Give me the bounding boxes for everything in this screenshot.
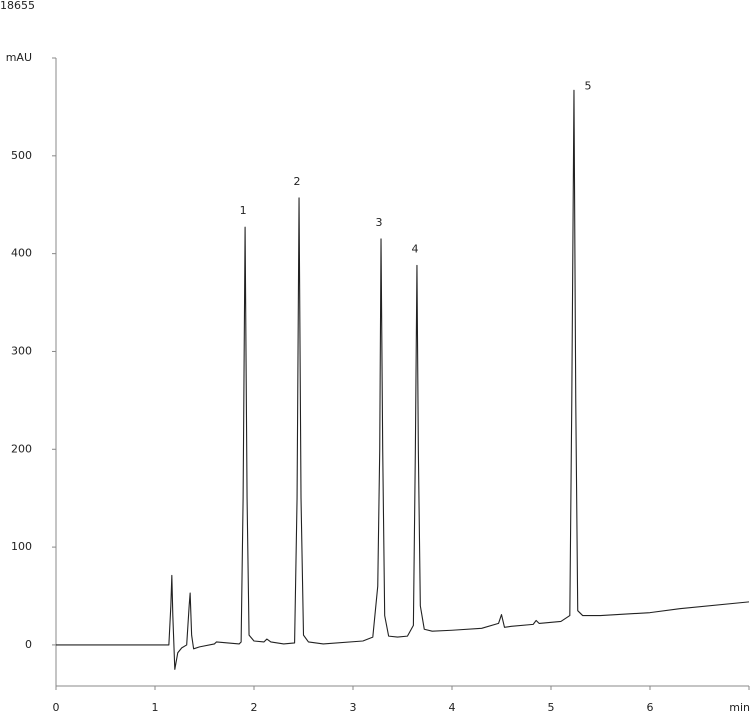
- peak-label: 4: [411, 242, 418, 255]
- y-tick-label: 500: [11, 149, 32, 162]
- chart-title: 18655: [0, 0, 35, 12]
- x-tick-label: 1: [152, 701, 159, 713]
- y-tick-label: 300: [11, 344, 32, 357]
- x-tick-label: 0: [53, 701, 60, 713]
- y-tick-label: 400: [11, 247, 32, 260]
- y-tick-label: mAU: [6, 51, 32, 64]
- peak-label: 1: [240, 204, 247, 217]
- x-tick-label: 6: [647, 701, 654, 713]
- trace: [56, 89, 750, 670]
- x-tick-label: 3: [350, 701, 357, 713]
- x-tick-label: 5: [548, 701, 555, 713]
- peak-label: 5: [584, 79, 591, 92]
- peak-label: 3: [376, 216, 383, 229]
- peak-label: 2: [294, 175, 301, 188]
- x-tick-label: 2: [251, 701, 258, 713]
- y-tick-label: 200: [11, 442, 32, 455]
- y-tick-label: 0: [25, 638, 32, 651]
- x-tick-label: min: [729, 701, 750, 713]
- y-tick-label: 100: [11, 540, 32, 553]
- x-tick-label: 4: [449, 701, 456, 713]
